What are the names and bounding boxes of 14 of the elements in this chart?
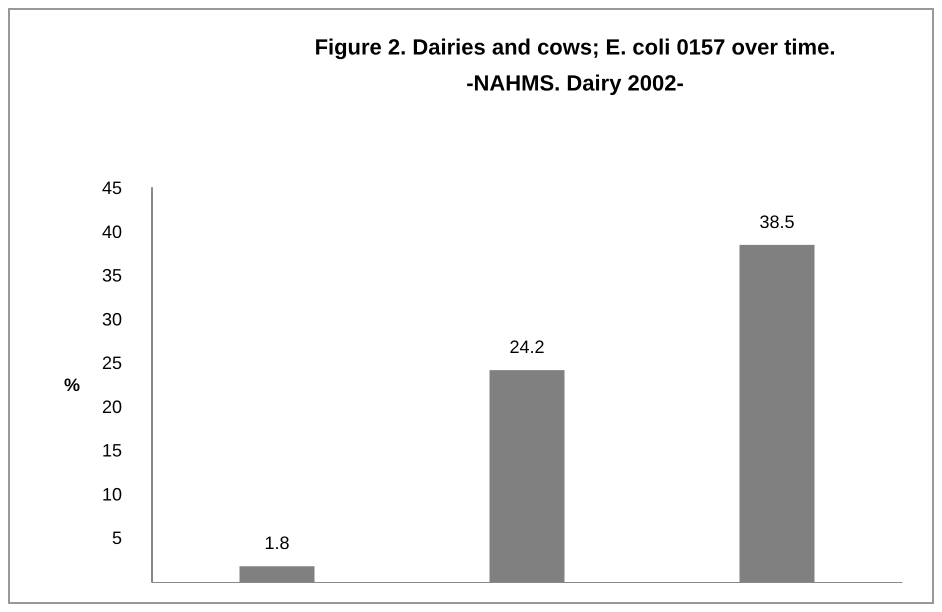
- y-tick-label: 10: [102, 484, 122, 504]
- y-tick-label: 5: [112, 528, 122, 548]
- data-label: 1.8: [264, 533, 290, 554]
- y-tick-label: 45: [102, 178, 122, 198]
- data-label: 38.5: [759, 212, 795, 232]
- y-tick-label: 20: [102, 396, 122, 417]
- y-tick-label: 35: [102, 266, 122, 286]
- y-axis-title: %: [64, 375, 80, 395]
- chart-title: Figure 2. Dairies and cows; E. coli 0157 over time. -NAHMS. Dairy 2002-: [314, 34, 836, 96]
- y-tick-label: 40: [102, 222, 122, 242]
- y-tick-label: 30: [102, 309, 122, 330]
- y-tick-label: 15: [102, 440, 122, 461]
- data-label: 24.2: [509, 337, 545, 358]
- y-tick-label: 25: [102, 353, 122, 374]
